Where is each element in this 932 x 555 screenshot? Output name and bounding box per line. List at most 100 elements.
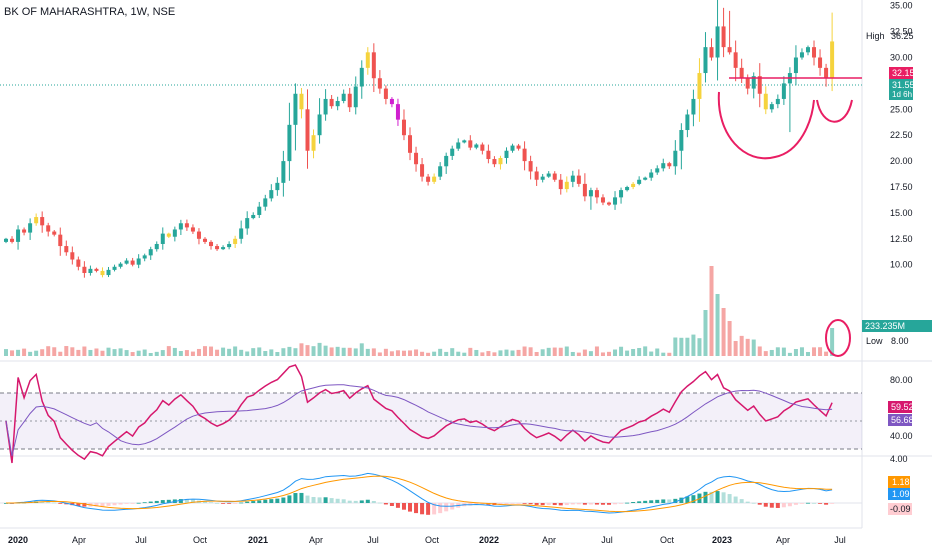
volume-bar — [763, 351, 768, 356]
volume-bar — [486, 351, 491, 356]
candle-body — [715, 26, 720, 58]
volume-bar — [769, 349, 774, 356]
volume-bar — [661, 352, 666, 356]
volume-bar — [82, 346, 87, 356]
volume-bar — [600, 352, 605, 356]
macd-histogram-bar — [130, 503, 135, 504]
time-tick-label: Apr — [309, 535, 323, 545]
macd-tick-4: 4.00 — [890, 454, 908, 464]
candle-body — [745, 78, 750, 89]
volume-bar — [570, 351, 575, 356]
rsi-badge — [888, 401, 912, 413]
volume-bar — [154, 351, 159, 356]
macd-histogram-bar — [679, 497, 684, 503]
macd-histogram-bar — [703, 491, 708, 503]
volume-bar — [504, 349, 509, 356]
candle-body — [88, 268, 93, 273]
rsi-ma-value: 56.68 — [891, 415, 914, 425]
volume-bar — [70, 347, 75, 356]
volume-bar — [371, 348, 376, 356]
macd-histogram-bar — [257, 500, 262, 503]
macd-histogram-bar — [365, 499, 370, 503]
candle-body — [341, 93, 346, 102]
volume-highlight-circle[interactable] — [825, 319, 851, 357]
candle-body — [522, 148, 527, 162]
hist-value: -0.09 — [890, 504, 911, 514]
volume-bar — [812, 347, 817, 356]
candle-body — [359, 67, 364, 87]
macd-histogram-bar — [100, 503, 105, 507]
candle-body — [468, 140, 473, 148]
candle-body — [383, 88, 388, 99]
candle-body — [637, 179, 642, 184]
macd-histogram-bar — [383, 503, 388, 505]
resistance-badge — [889, 67, 913, 79]
macd-histogram-bar — [582, 503, 587, 505]
volume-bar — [673, 337, 678, 356]
volume-bar — [4, 349, 8, 356]
candle-body — [323, 98, 328, 115]
volume-bar — [679, 337, 684, 356]
volume-bar — [528, 347, 533, 356]
candle-body — [438, 166, 443, 177]
candle-body — [474, 144, 479, 148]
current-price-value: 31.55 — [892, 80, 915, 90]
macd-histogram-bar — [202, 501, 207, 503]
macd-histogram-bar — [432, 503, 437, 515]
volume-bar — [16, 349, 21, 356]
cup-annotation[interactable] — [717, 91, 815, 160]
candle-body — [594, 190, 599, 198]
volume-bar — [395, 350, 400, 356]
macd-histogram-bar — [468, 503, 473, 506]
volume-bar — [251, 348, 256, 356]
macd-histogram-bar — [426, 503, 431, 515]
volume-bar — [492, 352, 497, 356]
volume-bar — [408, 350, 413, 356]
candle-body — [546, 173, 551, 177]
handle-annotation[interactable] — [816, 99, 853, 123]
candle-body — [347, 93, 352, 108]
macd-histogram-bar — [106, 503, 111, 506]
volume-bar — [799, 347, 804, 356]
volume-bar — [323, 345, 328, 356]
candle-body — [552, 173, 557, 180]
macd-histogram-bar — [745, 501, 750, 503]
candle-body — [64, 246, 69, 253]
time-axis[interactable]: 2020 Apr Jul Oct 2021 Apr Jul Oct 2022 Apr Jul Oct 2… — [8, 535, 846, 545]
volume-bar — [781, 347, 786, 356]
macd-histogram-bar — [781, 503, 786, 508]
macd-histogram-bar — [154, 500, 159, 503]
macd-histogram-bar — [335, 498, 340, 503]
volume-bar — [733, 340, 738, 356]
volume-badge — [862, 320, 932, 332]
candle-body — [667, 163, 672, 167]
volume-bar — [166, 346, 171, 356]
macd-histogram-bar — [594, 503, 599, 505]
current-price-badge — [889, 79, 913, 100]
macd-histogram-bar — [818, 503, 823, 504]
volume-bar — [88, 349, 93, 356]
macd-histogram-bar — [142, 502, 147, 504]
candle-body — [432, 176, 437, 182]
macd-histogram-bar — [233, 503, 238, 504]
volume-value: 233.235M — [865, 321, 905, 331]
volume-bar — [824, 351, 829, 356]
volume-bar — [649, 351, 654, 356]
volume-bar — [58, 351, 63, 356]
macd-histogram-bar — [112, 503, 117, 506]
candle-body — [227, 243, 232, 248]
volume-bar — [564, 346, 569, 356]
macd-histogram-bar — [739, 499, 744, 503]
volume-bar — [100, 350, 105, 356]
candle-body — [4, 238, 8, 242]
macd-histogram-bar — [275, 498, 280, 503]
macd-histogram-bar — [136, 502, 141, 504]
macd-histogram-bar — [215, 502, 220, 504]
candle-body — [58, 234, 63, 247]
rsi-ma-line — [5, 384, 833, 457]
rsi-ma-badge — [888, 414, 912, 426]
volume-bar — [805, 351, 810, 356]
volume-bar — [498, 350, 503, 356]
